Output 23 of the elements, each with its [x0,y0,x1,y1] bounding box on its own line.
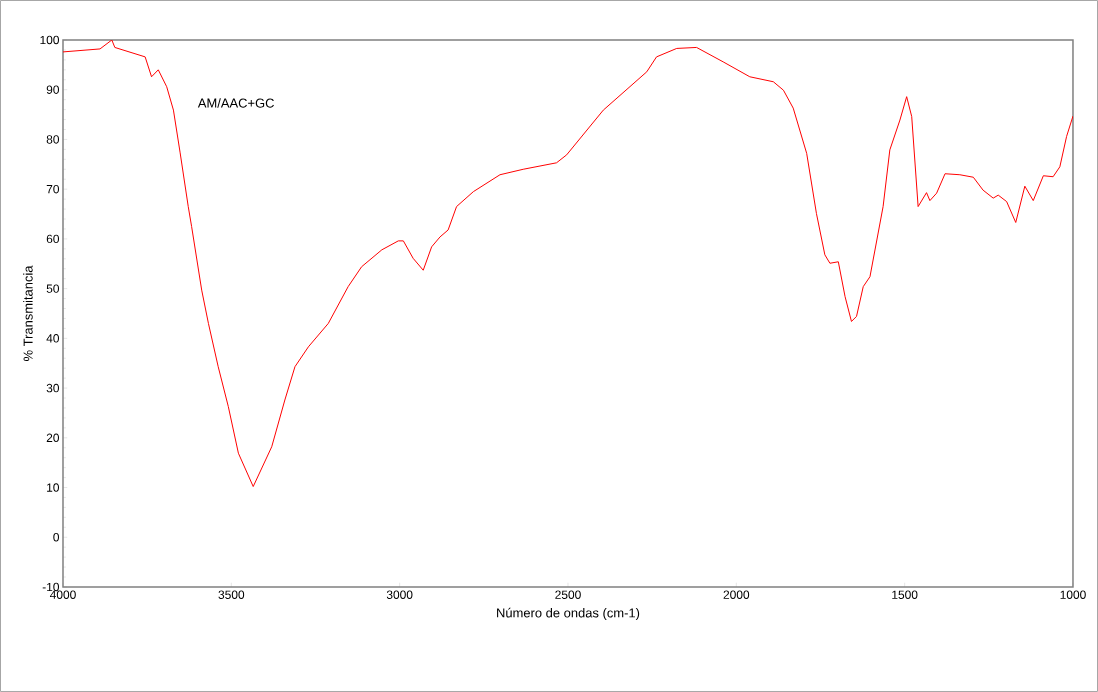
x-tick-label: 2000 [723,590,750,599]
y-tick-label: 20 [46,433,60,443]
y-tick-label: 10 [47,483,60,492]
x-tick-label: 3500 [218,590,245,599]
x-axis-title: Número de ondas (cm-1) [497,607,640,621]
x-tick-label: 4000 [49,590,76,599]
x-tick-label: 2500 [555,590,581,599]
y-tick-label: -10 [42,582,60,592]
y-tick-label: 60 [46,234,60,244]
annotation: AM/AAC+GC [197,98,274,108]
line-series [63,39,1073,488]
y-tick-label: 30 [46,383,60,393]
y-axis-title: % Transmitancia [23,265,33,361]
x-tick-label: 1000 [1060,590,1086,599]
y-tick-label: 70 [46,184,60,194]
y-tick-label: 80 [46,135,60,144]
y-tick-label: 0 [53,533,60,542]
y-tick-label: 100 [40,35,60,45]
y-tick-label: 90 [46,85,60,94]
y-tick-label: 40 [46,334,60,343]
x-tick-label: 3000 [386,590,413,599]
x-tick-label: 1500 [892,590,918,599]
y-tick-label: 50 [46,284,60,293]
